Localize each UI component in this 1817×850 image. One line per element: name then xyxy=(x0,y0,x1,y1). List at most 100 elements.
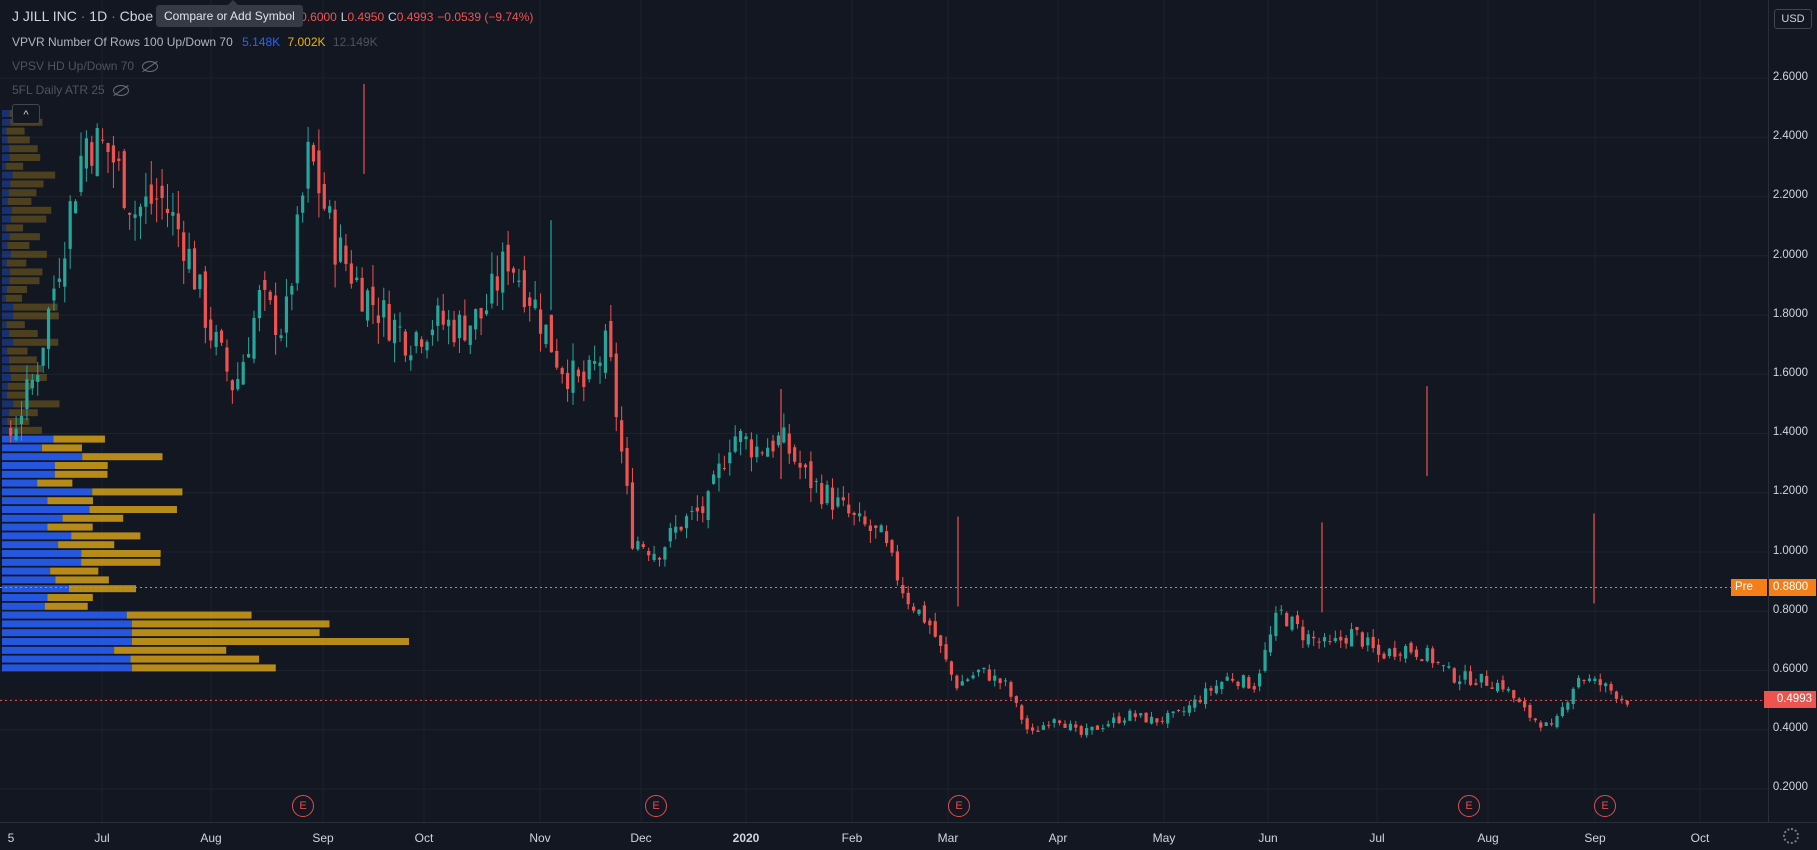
candle-body xyxy=(1149,716,1154,724)
candle-body xyxy=(1079,726,1083,735)
candle-body xyxy=(187,248,191,270)
candle-body xyxy=(484,310,489,315)
close-value: 0.4993 xyxy=(396,10,434,24)
candle-body xyxy=(847,504,851,514)
vpvr-legend[interactable]: VPVR Number Of Rows 100 Up/Down 70 5.148… xyxy=(12,35,378,49)
hidden-eye-icon[interactable] xyxy=(112,85,129,97)
volume-profile-down-bar xyxy=(10,250,47,258)
candle-body xyxy=(1160,720,1164,722)
candle-body xyxy=(36,374,40,382)
candle-body xyxy=(295,214,299,284)
candle-body xyxy=(884,531,889,544)
candle-body xyxy=(771,440,775,452)
candle-body xyxy=(79,155,83,193)
earnings-marker[interactable]: E xyxy=(292,795,314,817)
candle-body xyxy=(365,290,370,321)
chart-canvas[interactable] xyxy=(0,0,1768,822)
candle-body xyxy=(1074,724,1078,728)
time-tick: Sep xyxy=(312,831,334,845)
price-tick: 2.0000 xyxy=(1772,249,1808,261)
settings-gear-icon[interactable] xyxy=(1783,828,1799,844)
earnings-marker[interactable]: E xyxy=(1458,795,1480,817)
candle-body xyxy=(1528,705,1532,718)
candle-body xyxy=(593,361,597,364)
candle-body xyxy=(522,270,526,308)
candle-body xyxy=(90,142,94,166)
earnings-marker[interactable]: E xyxy=(1594,795,1616,817)
candle-body xyxy=(1122,720,1127,723)
candle-body xyxy=(1274,612,1278,637)
atr-legend[interactable]: 5FL Daily ATR 25 xyxy=(12,83,129,97)
candle-body xyxy=(809,461,813,489)
candle-body xyxy=(392,319,397,344)
candle-body xyxy=(1501,680,1505,690)
volume-profile-up-bar xyxy=(2,435,54,443)
volume-profile-up-bar xyxy=(2,541,59,549)
candle-body xyxy=(101,139,105,141)
candle-body xyxy=(652,553,656,560)
volume-profile-down-bar xyxy=(6,259,27,267)
chart-area[interactable]: J JILL INC · 1D · Cboe 0 H0.6000 L0.4950… xyxy=(0,0,1768,822)
vpvr-total: 12.149K xyxy=(332,35,378,49)
candle-body xyxy=(1339,636,1343,641)
hidden-eye-icon[interactable] xyxy=(142,61,159,73)
volume-profile-up-bar xyxy=(2,558,82,566)
candle-body xyxy=(468,325,472,345)
time-tick: Jul xyxy=(94,831,110,845)
candle-body xyxy=(1052,719,1056,724)
candle-body xyxy=(955,675,959,689)
candle-body xyxy=(1171,711,1175,714)
candle-body xyxy=(533,299,537,309)
candle-body xyxy=(895,551,899,581)
symbol-legend[interactable]: J JILL INC · 1D · Cboe 0 H0.6000 L0.4950… xyxy=(12,8,534,24)
candle-body xyxy=(976,669,981,673)
candle-body xyxy=(1128,710,1132,721)
earnings-marker[interactable]: E xyxy=(948,795,970,817)
volume-profile-down-bar xyxy=(10,215,47,223)
candle-body xyxy=(636,541,640,550)
candle-body xyxy=(1193,699,1197,708)
volume-profile-down-bar xyxy=(53,435,105,443)
candle-body xyxy=(1550,723,1554,725)
time-tick: 5 xyxy=(7,831,15,845)
candle-body xyxy=(922,605,927,623)
volume-profile-down-bar xyxy=(81,558,161,566)
candle-body xyxy=(1517,698,1521,703)
compare-tooltip: Compare or Add Symbol xyxy=(156,0,303,27)
candle-body xyxy=(868,525,872,532)
candle-body xyxy=(1176,710,1181,712)
interval[interactable]: 1D xyxy=(89,8,108,24)
candle-body xyxy=(1279,609,1283,611)
volume-profile-up-bar xyxy=(2,321,7,329)
candle-body xyxy=(68,201,72,249)
currency-button[interactable]: USD xyxy=(1774,9,1812,29)
collapse-legend-button[interactable]: ^ xyxy=(12,104,40,124)
candle-body xyxy=(268,291,272,301)
candle-body xyxy=(1387,648,1392,657)
candle-body xyxy=(1187,705,1191,713)
symbol-name[interactable]: J JILL INC xyxy=(12,8,77,24)
candle-body xyxy=(830,487,835,510)
candle-body xyxy=(1479,673,1483,683)
volume-profile-down-bar xyxy=(13,338,59,346)
price-axis[interactable]: USD 2.6000 2.4000 2.2000 2.0000 1.8000 1… xyxy=(1768,0,1817,822)
price-tick: 2.2000 xyxy=(1772,189,1808,201)
earnings-marker[interactable]: E xyxy=(645,795,667,817)
candle-body xyxy=(25,379,29,410)
volume-profile-up-bar xyxy=(2,374,11,381)
candle-body xyxy=(1095,725,1100,730)
vpsv-legend[interactable]: VPSV HD Up/Down 70 xyxy=(12,59,159,73)
candle-body xyxy=(1166,712,1170,724)
volume-profile-down-bar xyxy=(6,294,23,302)
candle-body xyxy=(890,540,894,553)
volume-profile-down-bar xyxy=(47,523,93,531)
price-tick: 1.6000 xyxy=(1772,367,1808,379)
candle-body xyxy=(901,585,905,594)
candle-body xyxy=(382,300,386,318)
time-axis[interactable]: 5 Jul Aug Sep Oct Nov Dec 2020 Feb Mar A… xyxy=(0,822,1817,850)
volume-profile-down-bar xyxy=(132,664,276,672)
candle-body xyxy=(728,452,732,464)
volume-profile-down-bar xyxy=(6,224,24,232)
volume-profile-up-bar xyxy=(2,382,8,390)
candle-body xyxy=(1441,665,1446,667)
